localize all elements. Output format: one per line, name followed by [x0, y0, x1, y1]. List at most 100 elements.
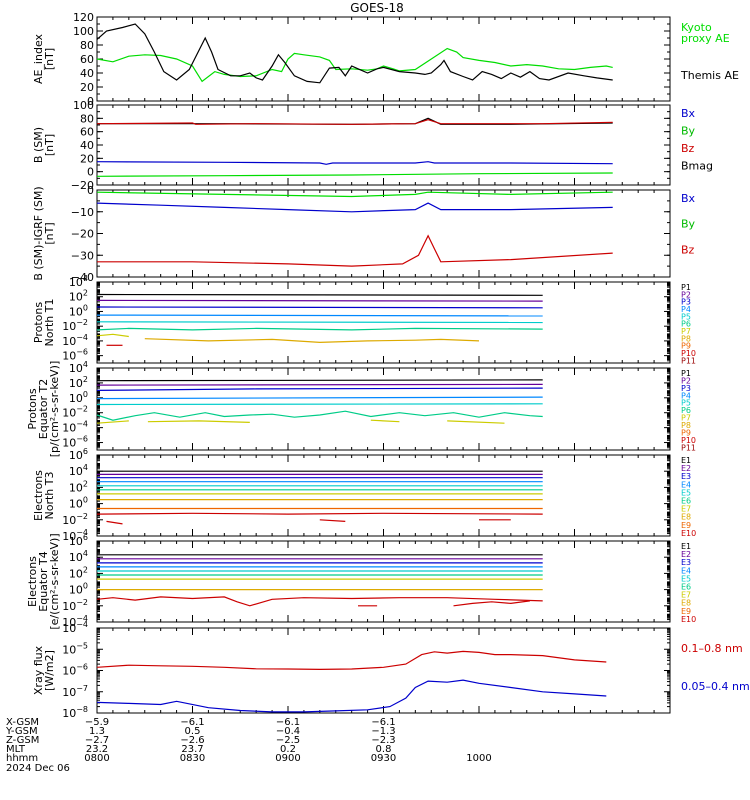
y-tick-label: −20: [71, 179, 94, 192]
y-tick-label: 80: [80, 112, 94, 125]
ephemeris-value: −5.9: [85, 717, 109, 728]
legend-label: P5: [681, 399, 691, 408]
legend-label: P10: [681, 436, 696, 445]
y-tick-label: 40: [80, 67, 94, 80]
ephemeris-value: −6.1: [276, 717, 300, 728]
legend-label: P11: [681, 443, 696, 452]
legend-label: E5: [681, 574, 691, 583]
legend-label: P2: [681, 376, 691, 385]
legend-label: P3: [681, 298, 691, 307]
series-line: [96, 379, 543, 382]
legend-label: P3: [681, 384, 691, 393]
ephemeris-row-label: 2024 Dec 06: [6, 763, 70, 774]
ephemeris-value: −6.1: [371, 717, 395, 728]
ephemeris-row-label: X-GSM: [6, 717, 39, 728]
legend-label: E6: [681, 497, 691, 506]
series-line: [96, 23, 613, 84]
legend-label: P9: [681, 342, 691, 351]
y-tick-label: 120: [73, 11, 94, 24]
y-tick-label: 100: [69, 303, 88, 318]
legend-label: E9: [681, 521, 691, 530]
y-tick-label: −40: [71, 271, 94, 284]
y-tick-label: 106: [69, 533, 88, 548]
legend-label: P1: [681, 283, 691, 292]
y-axis-label: AE_index: [32, 33, 45, 84]
ephemeris-value: 23.7: [181, 744, 203, 755]
legend-label: P7: [681, 414, 691, 423]
legend-label: P5: [681, 312, 691, 321]
series-line: [96, 396, 543, 400]
y-tick-label: 40: [80, 139, 94, 152]
series-line: [96, 47, 613, 83]
series-line: [96, 387, 543, 391]
series-line: [96, 161, 613, 165]
y-axis-label: [nT]: [43, 48, 56, 70]
legend-label: 0.05–0.4 nm: [681, 680, 750, 693]
y-tick-label: 10−4: [62, 420, 88, 435]
y-tick-label: 100: [73, 25, 94, 38]
series-line: [96, 119, 613, 125]
legend-label: E7: [681, 591, 691, 600]
legend-label: Bz: [681, 142, 695, 155]
ephemeris-row-label: Y-GSM: [5, 726, 38, 737]
legend-label: E2: [681, 550, 691, 559]
y-axis-label: Protons: [32, 302, 45, 343]
y-tick-label: −30: [71, 249, 94, 262]
legend-label: P4: [681, 391, 691, 400]
y-axis-label: [W/m2]: [43, 650, 56, 691]
series-line: [147, 420, 250, 423]
y-tick-label: 10−7: [62, 684, 88, 699]
ephemeris-value: 0800: [84, 753, 109, 764]
series-line: [447, 420, 505, 424]
legend-label: P6: [681, 320, 691, 329]
series-line: [96, 172, 613, 177]
y-tick-label: 104: [69, 463, 88, 478]
y-tick-label: 60: [80, 126, 94, 139]
legend-label: P8: [681, 421, 691, 430]
legend-label: P6: [681, 406, 691, 415]
y-tick-label: 10−2: [62, 512, 88, 527]
legend-label: E3: [681, 472, 691, 481]
y-tick-label: 106: [69, 447, 88, 462]
legend-label: E10: [681, 529, 696, 538]
y-tick-label: 10−4: [62, 620, 88, 635]
ephemeris-value: 23.2: [86, 744, 108, 755]
legend-label: P9: [681, 428, 691, 437]
y-tick-label: 0: [87, 95, 94, 108]
ephemeris-value: 0900: [275, 753, 300, 764]
y-tick-label: 20: [80, 152, 94, 165]
ephemeris-value: −2.5: [276, 735, 300, 746]
series-line: [96, 333, 129, 338]
y-tick-label: 104: [69, 360, 88, 375]
panel-frame: [96, 540, 671, 623]
series-line: [96, 410, 543, 421]
y-axis-label: [nT]: [43, 134, 56, 156]
y-axis-label: Xray flux: [32, 645, 45, 695]
legend-label: 0.1–0.8 nm: [681, 642, 743, 655]
ephemeris-value: 0.8: [376, 744, 392, 755]
ephemeris-value: 1000: [466, 753, 491, 764]
plot-title: GOES-18: [350, 1, 404, 15]
ephemeris-value: −0.4: [276, 726, 300, 737]
series-line: [96, 512, 543, 515]
y-tick-label: 102: [69, 565, 88, 580]
legend-label: By: [681, 125, 696, 138]
y-tick-label: 104: [69, 549, 88, 564]
y-axis-label: North T1: [43, 299, 56, 347]
series-line: [96, 299, 543, 302]
legend-label: E4: [681, 480, 691, 489]
y-tick-label: 100: [69, 582, 88, 597]
y-axis-label: Electrons: [32, 470, 45, 521]
y-tick-label: 10−2: [62, 318, 88, 333]
y-tick-label: 60: [80, 53, 94, 66]
y-tick-label: 0: [87, 166, 94, 179]
y-tick-label: 10−2: [62, 405, 88, 420]
legend-label: P2: [681, 290, 691, 299]
panel-frame: [96, 16, 671, 102]
y-tick-label: 104: [69, 274, 88, 289]
